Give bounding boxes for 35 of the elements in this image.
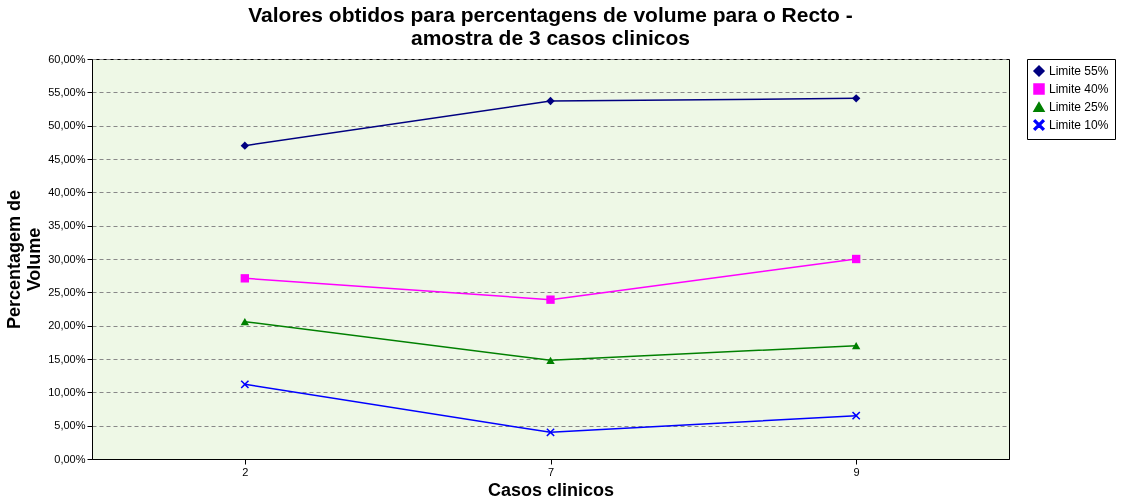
y-tick-label: 50,00% xyxy=(48,119,86,132)
y-tick-label: 20,00% xyxy=(48,319,86,332)
point xyxy=(240,380,250,389)
legend-label: Limite 10% xyxy=(1049,118,1109,132)
y-tick-label: 55,00% xyxy=(48,85,86,98)
legend-label: Limite 40% xyxy=(1049,82,1109,96)
y-tick-label: 5,00% xyxy=(54,419,86,432)
y-tick-label: 15,00% xyxy=(48,352,86,365)
point xyxy=(546,96,555,106)
point xyxy=(240,141,250,150)
point xyxy=(240,318,250,326)
y-tick-label: 40,00% xyxy=(48,185,86,198)
y-tick-label: 35,00% xyxy=(48,219,86,232)
y-tick-label: 45,00% xyxy=(48,152,86,165)
point xyxy=(851,254,861,264)
legend-label: Limite 25% xyxy=(1049,100,1109,114)
point xyxy=(546,295,555,304)
legend-label: Limite 55% xyxy=(1049,64,1109,78)
y-tick-label: 10,00% xyxy=(48,385,86,398)
point xyxy=(546,356,555,364)
y-axis-title: Percentagem de Volume xyxy=(4,189,45,330)
y-tick-label: 30,00% xyxy=(48,252,86,265)
x-tick-label: 7 xyxy=(547,465,555,478)
y-tick-label: 25,00% xyxy=(48,285,86,298)
point xyxy=(851,94,861,103)
point xyxy=(240,274,250,283)
y-tick-label: 0,00% xyxy=(54,452,86,465)
x-tick-label: 9 xyxy=(853,465,860,478)
chart-title: Valores obtidos para percentagens de volume para o Recto - amostra de 3 casos clinicos xyxy=(248,3,853,49)
y-tick-label: 60,00% xyxy=(48,52,86,65)
x-axis-title: Casos clinicos xyxy=(487,479,615,500)
point xyxy=(851,342,861,350)
point xyxy=(546,428,555,437)
point xyxy=(851,411,861,420)
x-tick-label: 2 xyxy=(242,465,249,478)
